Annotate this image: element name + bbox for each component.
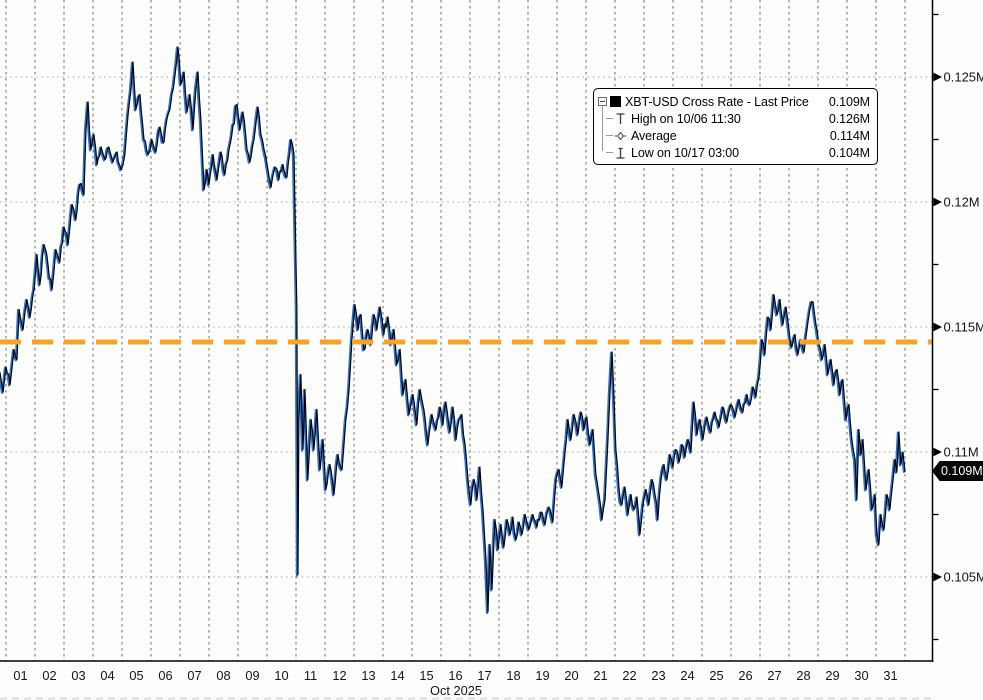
x-tick-label: 17 [477,668,491,683]
legend-row-low: Low on 10/17 03:00 0.104M [598,144,870,161]
legend-low-label: Low on 10/17 03:00 [631,145,740,160]
x-tick-label: 10 [274,668,288,683]
y-tick-arrow-icon [933,447,942,457]
x-tick-label: 27 [767,668,781,683]
legend-tree-stub [606,135,613,136]
legend-high-label: High on 10/06 11:30 [631,111,741,126]
x-tick-label: 02 [42,668,56,683]
y-tick-label: 0.11M [944,445,979,460]
x-tick-label: 16 [448,668,462,683]
x-axis-month-label: Oct 2025 [430,683,482,698]
x-tick-label: 19 [535,668,549,683]
legend-high-value: 0.126M [828,111,870,126]
x-tick-label: 09 [245,668,259,683]
x-tick-label: 29 [825,668,839,683]
x-tick-label: 26 [738,668,752,683]
x-tick-label: 12 [332,668,346,683]
legend-row-high: High on 10/06 11:30 0.126M [598,110,870,127]
x-tick-label: 08 [216,668,230,683]
average-marker-icon [614,131,627,140]
legend-expander-icon[interactable] [598,97,607,106]
y-tick-label: 0.115M [944,320,983,335]
y-tick-label: 0.12M [944,195,980,210]
last-price-badge: 0.109M [932,461,983,481]
series-swatch-icon [610,96,621,107]
legend-average-value: 0.114M [829,128,870,143]
legend-series-label: XBT-USD Cross Rate - Last Price [625,94,809,109]
x-tick-label: 06 [158,668,172,683]
y-tick-label: 0.105M [944,570,983,585]
price-line [0,46,906,613]
legend-series-value: 0.109M [828,94,870,109]
legend-tree-line [602,104,603,151]
x-tick-label: 01 [13,668,27,683]
low-marker-icon [616,147,625,159]
x-tick-label: 15 [419,668,433,683]
x-tick-label: 25 [709,668,723,683]
x-tick-label: 11 [304,668,317,683]
legend-low-value: 0.104M [828,145,870,160]
legend-average-label: Average [631,128,677,143]
legend-tree-stub [606,118,613,119]
y-tick-arrow-icon [933,197,942,207]
cropped-bottom-row [0,697,932,700]
x-tick-label: 13 [361,668,375,683]
legend-tree-stub [606,152,613,153]
x-tick-label: 20 [564,668,578,683]
x-tick-label: 30 [854,668,868,683]
x-tick-label: 05 [129,668,143,683]
high-marker-icon [616,112,625,124]
legend-row-last-price: XBT-USD Cross Rate - Last Price 0.109M [598,93,870,110]
x-tick-label: 28 [796,668,810,683]
y-tick-arrow-icon [933,572,942,582]
x-tick-label: 24 [680,668,694,683]
chart-legend: XBT-USD Cross Rate - Last Price 0.109M H… [593,88,878,165]
x-tick-label: 22 [622,668,636,683]
x-tick-label: 07 [187,668,201,683]
legend-row-average: Average 0.114M [598,127,870,144]
y-tick-arrow-icon [933,322,942,332]
y-tick-arrow-icon [933,72,942,82]
x-tick-label: 31 [883,668,897,683]
x-tick-label: 23 [651,668,665,683]
x-tick-label: 14 [390,668,404,683]
y-tick-label: 0.125M [944,70,983,85]
x-tick-label: 18 [506,668,520,683]
x-tick-label: 03 [71,668,85,683]
price-line-glow [0,46,906,614]
x-tick-label: 04 [100,668,114,683]
x-tick-label: 21 [593,668,607,683]
